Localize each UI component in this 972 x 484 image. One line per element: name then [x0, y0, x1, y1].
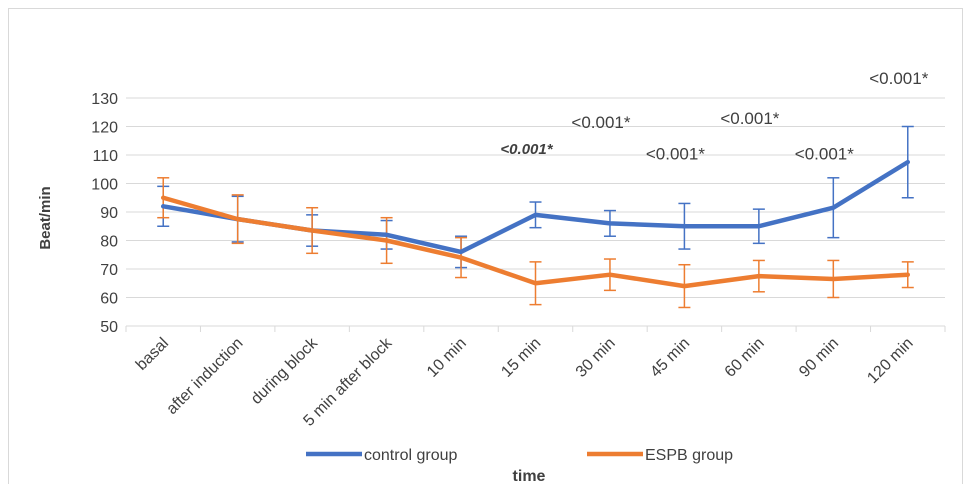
- y-tick-label: 120: [91, 120, 118, 137]
- p-value-annotation: <0.001*: [571, 113, 630, 132]
- y-tick-label: 90: [100, 205, 118, 222]
- y-tick-label: 50: [100, 319, 118, 336]
- x-tick-label: after induction: [163, 335, 246, 418]
- y-tick-label: 80: [100, 234, 118, 251]
- x-tick-label: 15 min: [498, 335, 544, 381]
- series-lines: [160, 159, 911, 289]
- x-tick-label: 10 min: [424, 335, 470, 381]
- y-tick-label: 70: [100, 262, 118, 279]
- legend: control group ESPB group: [306, 447, 733, 464]
- p-value-annotation: <0.001*: [646, 145, 705, 164]
- x-tick-label: 45 min: [647, 335, 693, 381]
- x-tick-label: basal: [133, 335, 172, 374]
- x-tick-label: 30 min: [573, 335, 619, 381]
- p-value-annotation: <0.001*: [869, 69, 928, 88]
- y-tick-label: 130: [91, 91, 118, 108]
- y-tick-label: 100: [91, 177, 118, 194]
- x-axis-label: time: [513, 468, 546, 484]
- legend-label: ESPB group: [645, 447, 733, 464]
- p-value-annotation: <0.001*: [795, 145, 854, 164]
- y-tick-label: 110: [92, 148, 118, 165]
- significance-annotations: <0.001* <0.001* <0.001* <0.001* <0.001* <0.00…: [500, 69, 928, 164]
- y-tick-label: 60: [100, 291, 118, 308]
- y-axis-label: Beat/min: [37, 186, 54, 249]
- error-bars: [157, 125, 914, 309]
- x-tick-label: 60 min: [722, 335, 768, 381]
- legend-label: control group: [364, 447, 457, 464]
- y-tick-labels: 50 60 70 80 90 100 110 120 130: [91, 91, 118, 336]
- p-value-annotation: <0.001*: [500, 141, 553, 158]
- x-tick-label: 120 min: [864, 335, 916, 387]
- p-value-annotation: <0.001*: [720, 109, 779, 128]
- x-tick-label: 90 min: [796, 335, 842, 381]
- series-line: [160, 195, 911, 289]
- chart-frame: [8, 8, 963, 484]
- x-tick-label: during block: [248, 334, 322, 408]
